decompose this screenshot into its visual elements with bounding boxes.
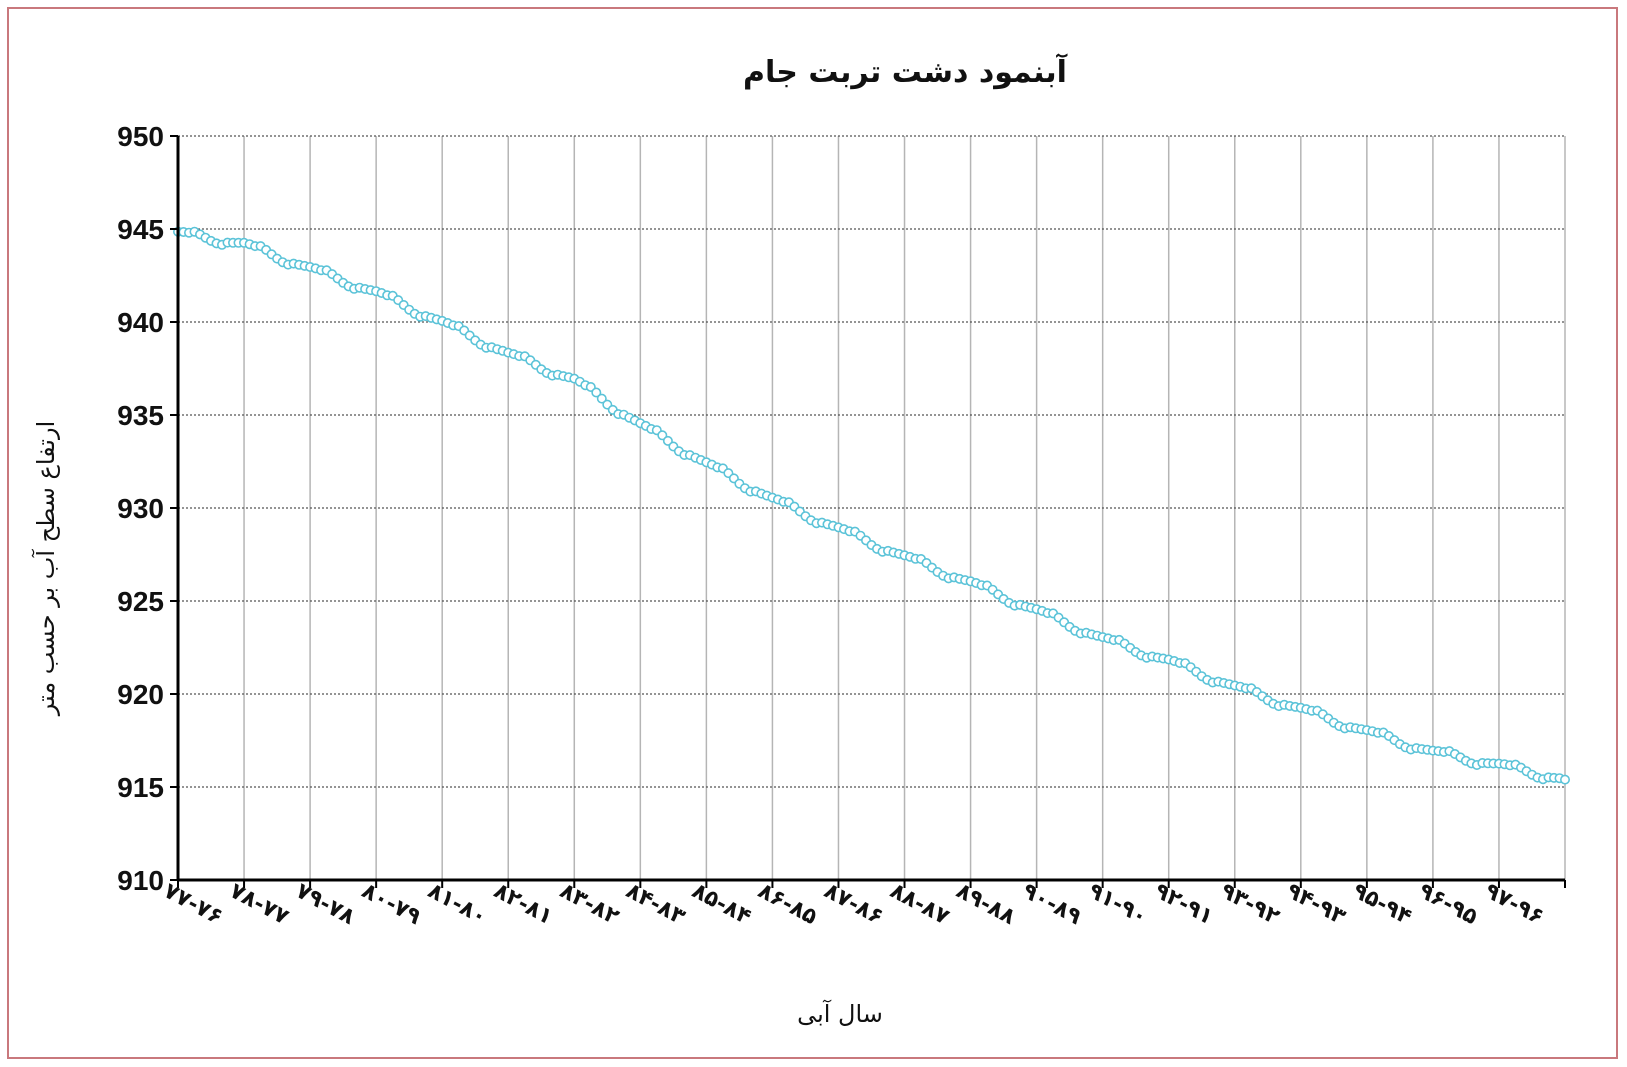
- x-tick-label: ۹۳-۹۲: [1216, 878, 1284, 930]
- x-tick-label: ۸۸-۸۷: [886, 878, 954, 930]
- x-tick-label: ۸۷-۸۶: [820, 878, 887, 930]
- x-tick-label: ۹۶-۹۵: [1414, 878, 1481, 930]
- x-tick-label: ۹۰-۸۹: [1018, 878, 1085, 930]
- data-point: [596, 393, 607, 404]
- x-tick-label: ۸۹-۸۸: [952, 878, 1020, 930]
- x-axis-title: سال آبی: [797, 999, 883, 1028]
- chart-title: آبنمود دشت تربت جام: [743, 53, 1068, 90]
- y-tick-label: 920: [117, 679, 164, 710]
- series-layer: [173, 226, 1571, 785]
- y-tick-label: 910: [117, 865, 164, 896]
- y-tick-label: 940: [117, 307, 164, 338]
- y-tick-label: 915: [117, 772, 164, 803]
- x-tick-label: ۸۴-۸۳: [622, 878, 690, 930]
- grid-layer: [178, 135, 1566, 880]
- y-tick-label: 950: [117, 121, 164, 152]
- y-tick-label: 945: [117, 214, 164, 245]
- x-tick-label: ۸۶-۸۵: [754, 878, 821, 930]
- y-tick-label: 930: [117, 493, 164, 524]
- x-tick-label: ۹۱-۹۰: [1084, 878, 1151, 930]
- x-tick-label: ۷۸-۷۷: [225, 878, 293, 930]
- x-tick-label: ۷۹-۷۸: [292, 878, 360, 930]
- x-tick-label: ۹۴-۹۳: [1282, 878, 1350, 930]
- y-axis-title: ارتفاع سطح آب بر حسب متر: [31, 421, 60, 716]
- x-tick-label: ۸۱-۸۰: [424, 878, 491, 930]
- data-point: [591, 387, 602, 398]
- x-tick-label: ۹۲-۹۱: [1150, 878, 1217, 930]
- x-tick-label: ۸۰-۷۹: [358, 878, 425, 930]
- x-tick-label: ۷۷-۷۶: [159, 878, 226, 930]
- series-line: [177, 230, 1566, 781]
- x-tick-label: ۹۷-۹۶: [1480, 878, 1547, 930]
- axis-layer: [170, 135, 1566, 888]
- x-tick-label: ۹۵-۹۴: [1348, 878, 1415, 930]
- y-tick-label: 925: [117, 586, 164, 617]
- x-tick-label: ۸۳-۸۲: [556, 878, 624, 930]
- chart-frame: [7, 7, 1618, 1059]
- x-tick-label: ۸۵-۸۴: [688, 878, 755, 930]
- y-tick-label: 935: [117, 400, 164, 431]
- data-point: [1560, 774, 1571, 785]
- x-tick-label: ۸۲-۸۱: [490, 878, 557, 930]
